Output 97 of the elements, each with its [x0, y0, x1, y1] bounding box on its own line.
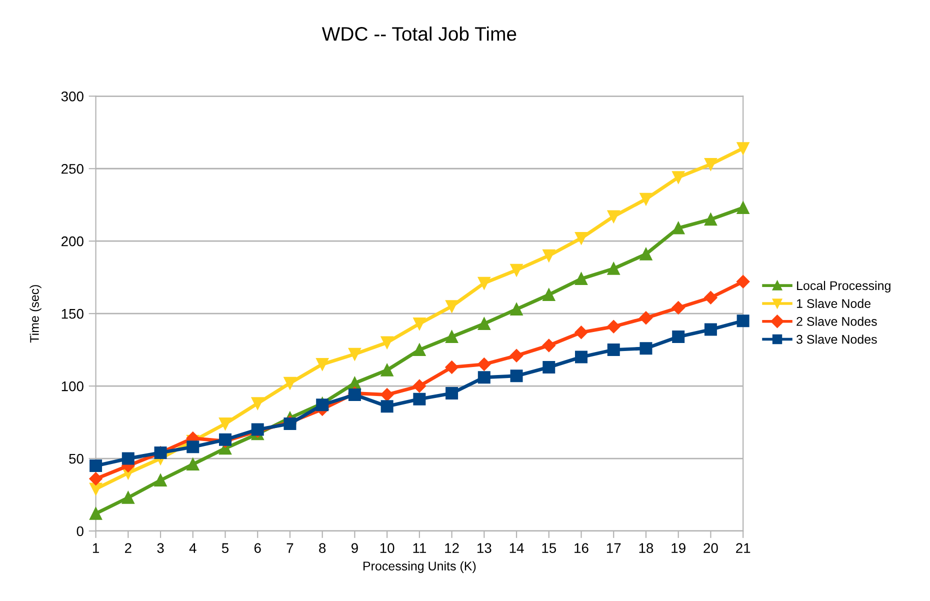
point [736, 314, 750, 328]
point [672, 171, 685, 184]
point [316, 358, 329, 371]
legend-label: 1 Slave Node [796, 298, 871, 308]
y-tick-label: 150 [62, 308, 84, 319]
point [446, 330, 458, 344]
x-tick-label: 9 [351, 543, 358, 553]
point [736, 142, 750, 155]
x-tick-label: 6 [254, 543, 261, 553]
chart-title: WDC -- Total Job Time [322, 26, 516, 41]
y-tick-label: 200 [62, 236, 84, 246]
x-tick-label: 18 [639, 543, 654, 553]
point [607, 344, 620, 356]
y-tick-label: 300 [61, 91, 84, 102]
point [89, 472, 102, 486]
point [122, 491, 134, 504]
point [542, 338, 556, 352]
point [90, 482, 102, 496]
point [510, 370, 523, 382]
point [413, 344, 426, 356]
point [640, 248, 652, 260]
point [413, 317, 426, 330]
point [218, 417, 232, 430]
point [478, 371, 490, 384]
x-tick-label: 14 [510, 543, 524, 553]
x-tick-label: 19 [672, 543, 686, 553]
point [186, 458, 200, 471]
point [575, 350, 588, 364]
point [446, 300, 458, 313]
x-tick-label: 3 [157, 543, 164, 553]
point [413, 392, 426, 406]
point [542, 288, 556, 301]
legend-label: 3 Slave Nodes [796, 334, 877, 344]
point [510, 302, 523, 316]
point [542, 360, 556, 374]
point [510, 349, 524, 362]
x-tick-label: 12 [445, 543, 459, 553]
point [672, 301, 685, 314]
point [672, 330, 685, 344]
point [575, 232, 588, 244]
x-tick-label: 17 [606, 543, 621, 553]
point [672, 222, 685, 234]
point [607, 320, 620, 334]
point [510, 264, 523, 276]
point [704, 291, 718, 304]
point [412, 379, 426, 393]
point [380, 336, 394, 349]
point [478, 317, 490, 330]
point [639, 311, 653, 325]
point [574, 326, 588, 339]
point [704, 213, 717, 226]
point [736, 275, 750, 288]
legend-label: 2 Slave Nodes [796, 316, 877, 326]
point [446, 387, 458, 400]
x-tick-label: 11 [413, 543, 426, 553]
x-tick-label: 10 [380, 543, 394, 553]
point [607, 262, 620, 275]
point [380, 388, 394, 402]
x-tick-label: 4 [189, 543, 196, 553]
x-tick-label: 21 [736, 543, 750, 553]
x-tick-label: 20 [704, 543, 718, 553]
point [478, 276, 490, 290]
legend-label: Local Processing [797, 280, 890, 293]
point [478, 358, 491, 371]
x-tick-label: 16 [574, 543, 588, 553]
point [640, 192, 652, 206]
x-tick-label: 13 [477, 543, 492, 553]
x-tick-label: 5 [222, 543, 229, 553]
point [380, 364, 394, 376]
point [284, 376, 296, 390]
point [251, 397, 264, 410]
y-axis-title: Time (sec) [30, 285, 42, 343]
point [607, 210, 620, 223]
point [736, 202, 750, 214]
point [640, 342, 652, 355]
point [122, 452, 134, 465]
y-tick-label: 0 [76, 526, 84, 536]
point [154, 474, 167, 487]
point [704, 323, 717, 336]
x-tick-label: 8 [319, 543, 326, 553]
point [348, 348, 361, 360]
point [90, 507, 102, 520]
point [575, 272, 588, 286]
x-tick-label: 15 [542, 543, 556, 553]
point [380, 400, 394, 413]
point [542, 249, 556, 262]
x-tick-label: 1 [92, 543, 99, 553]
x-tick-label: 2 [124, 543, 132, 553]
y-tick-label: 50 [69, 454, 84, 464]
y-tick-label: 100 [62, 381, 84, 392]
x-axis-title: Processing Units (K) [363, 561, 476, 573]
x-tick-label: 7 [286, 543, 294, 553]
point [316, 398, 329, 412]
point [704, 158, 717, 171]
y-tick-label: 250 [62, 164, 84, 174]
point [445, 360, 458, 374]
point [186, 440, 200, 454]
